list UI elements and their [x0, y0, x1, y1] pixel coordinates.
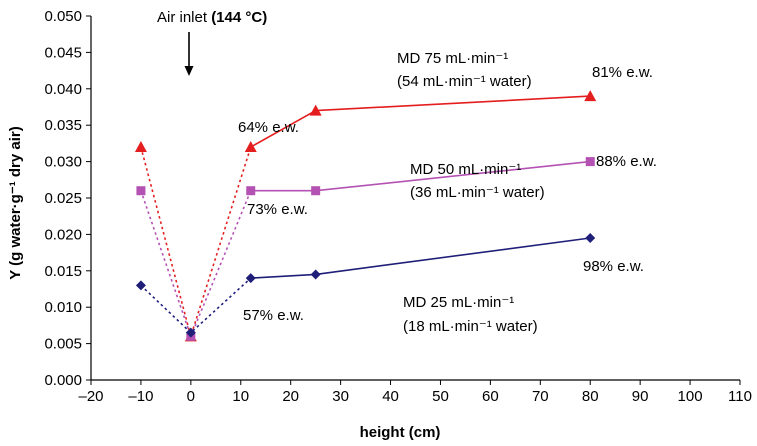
- series-md75-dotted-line: [140, 146, 252, 340]
- air-inlet-temperature: (144 °C): [211, 9, 267, 26]
- y-tick-label: 0.000: [44, 372, 82, 389]
- series-label-md25-line2: (18 mL·min⁻¹ water): [403, 318, 538, 335]
- series-md75-marker: [244, 141, 257, 153]
- x-tick-label: 70: [532, 388, 549, 405]
- ew-md50-start: 73% e.w.: [247, 201, 308, 218]
- markers: [134, 90, 597, 342]
- series-md50-dotted-line: [140, 190, 252, 339]
- y-axis-title: Y (g water·g⁻¹ dry air): [7, 126, 24, 280]
- x-tick-label: 110: [728, 388, 752, 405]
- ew-md75-end: 81% e.w.: [592, 64, 653, 81]
- series-md75-marker: [309, 104, 322, 116]
- series-md75-solid-line: [250, 95, 591, 148]
- ew-md75-start: 64% e.w.: [238, 119, 299, 136]
- y-tick-label: 0.040: [44, 81, 82, 98]
- x-tick-label: 10: [232, 388, 249, 405]
- x-tick-label: –20: [78, 388, 103, 405]
- x-tick-label: 40: [382, 388, 399, 405]
- series-md25-marker: [310, 269, 321, 280]
- series-md25-marker: [245, 273, 256, 284]
- x-tick-label: 90: [632, 388, 649, 405]
- x-tick-label: 0: [187, 388, 195, 405]
- series-label-md25-line1: MD 25 mL·min⁻¹: [403, 294, 514, 311]
- y-tick-label: 0.005: [44, 336, 82, 353]
- series-label-md50-line1: MD 50 mL·min⁻¹: [410, 161, 521, 178]
- air-inlet-text: Air inlet: [157, 9, 211, 26]
- series-md25-marker: [585, 233, 596, 244]
- series-label-md75-line1: MD 75 mL·min⁻¹: [397, 50, 508, 67]
- y-tick-label: 0.020: [44, 226, 82, 243]
- y-tick-label: 0.050: [44, 8, 82, 25]
- ew-md50-end: 88% e.w.: [596, 153, 657, 170]
- series-md75-marker: [134, 141, 147, 153]
- x-tick-label: –10: [128, 388, 153, 405]
- y-tick-label: 0.015: [44, 263, 82, 280]
- series-md25-marker: [135, 280, 146, 291]
- y-tick-label: 0.035: [44, 117, 82, 134]
- y-tick-label: 0.045: [44, 44, 82, 61]
- dotted-lines: [140, 146, 252, 340]
- series-md75-marker: [584, 90, 597, 102]
- air-inlet-label: Air inlet (144 °C): [157, 9, 267, 26]
- x-tick-label: 50: [432, 388, 449, 405]
- tick-labels: –20 –10 0 10 20 30 40 50 60 70 80 90 100 110 0.000 0.00…: [44, 8, 752, 405]
- y-tick-label: 0.025: [44, 190, 82, 207]
- series-md50-marker: [311, 186, 321, 196]
- series-md25-marker: [185, 327, 196, 338]
- series-label-md75-line2: (54 mL·min⁻¹ water): [397, 73, 532, 90]
- ew-md25-start: 57% e.w.: [243, 307, 304, 324]
- series-md25-dotted-line: [140, 277, 252, 334]
- series-md50-marker: [246, 186, 256, 196]
- x-tick-label: 60: [482, 388, 499, 405]
- series-md50-marker: [585, 157, 595, 167]
- axes: [86, 15, 741, 385]
- x-tick-label: 100: [678, 388, 703, 405]
- x-tick-label: 80: [582, 388, 599, 405]
- x-tick-label: 30: [332, 388, 349, 405]
- x-axis-title: height (cm): [360, 424, 441, 441]
- y-tick-label: 0.010: [44, 299, 82, 316]
- air-inlet-arrow: [184, 32, 194, 76]
- ew-md25-end: 98% e.w.: [583, 258, 644, 275]
- series-label-md50-line2: (36 mL·min⁻¹ water): [410, 184, 545, 201]
- y-tick-label: 0.030: [44, 154, 82, 171]
- x-tick-label: 20: [282, 388, 299, 405]
- series-md25-solid-line: [250, 237, 591, 279]
- series-md50-marker: [136, 186, 146, 196]
